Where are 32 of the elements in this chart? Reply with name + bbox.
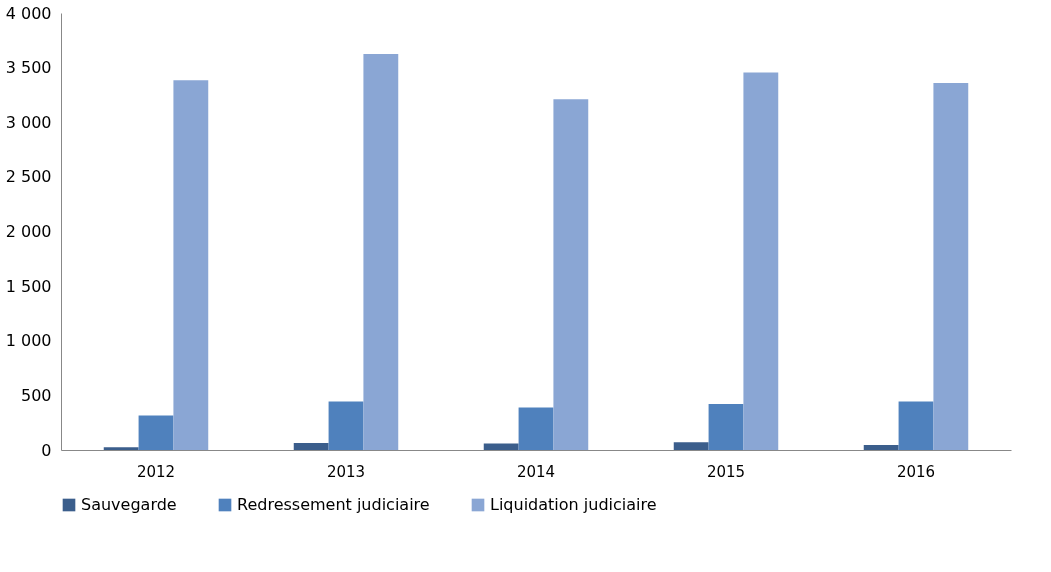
x-tick-label: 2013 <box>326 462 366 481</box>
x-tick-label: 2014 <box>516 462 556 481</box>
y-tick-label: 4 000 <box>5 3 52 23</box>
bar <box>483 443 519 450</box>
legend-label: Liquidation judiciaire <box>490 495 657 514</box>
legend-label: Redressement judiciaire <box>237 495 430 514</box>
y-tick-label: 1 500 <box>5 276 52 296</box>
y-tick-label: 2 000 <box>5 222 52 241</box>
bar <box>863 445 899 450</box>
bar <box>138 415 174 450</box>
bar <box>673 442 709 450</box>
bar <box>708 404 744 450</box>
x-tick-label: 2016 <box>896 462 936 481</box>
x-tick-label: 2015 <box>706 462 746 481</box>
y-tick-label: 3 500 <box>5 58 52 78</box>
y-tick-label: 3 000 <box>5 112 52 132</box>
legend-label: Sauvegarde <box>81 495 177 514</box>
y-tick-label: 2 500 <box>5 167 52 187</box>
bar <box>103 447 139 450</box>
y-tick-label: 1 000 <box>5 331 52 351</box>
bar <box>328 401 364 450</box>
bar <box>933 82 969 450</box>
y-tick-label: 0 <box>41 440 52 460</box>
bar <box>898 401 934 450</box>
bar <box>553 99 589 450</box>
bar <box>293 442 329 450</box>
bar <box>743 72 779 450</box>
bar <box>363 53 399 450</box>
bar <box>173 80 209 450</box>
bar <box>518 407 554 450</box>
y-tick-label: 500 <box>20 385 52 405</box>
x-tick-label: 2012 <box>136 462 176 481</box>
